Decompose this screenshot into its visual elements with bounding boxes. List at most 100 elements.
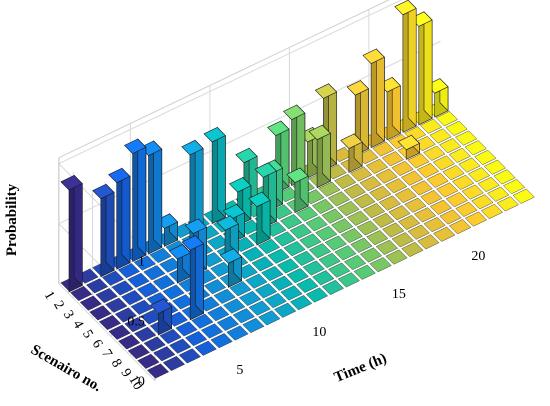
floor-cell	[474, 149, 497, 165]
x-tick-label: 15	[392, 287, 406, 302]
floor-cell	[464, 211, 488, 227]
floor-cell	[185, 331, 208, 347]
floor-cell	[458, 157, 481, 173]
floor-cell	[178, 348, 201, 364]
floor-cell	[140, 309, 163, 325]
floor-cell	[433, 226, 456, 242]
floor-cell	[442, 165, 465, 181]
floor-cell	[248, 300, 271, 316]
bar	[123, 138, 147, 263]
z-axis-label: Probability	[4, 183, 20, 256]
floor-cell	[327, 191, 350, 207]
floor-cell	[417, 234, 440, 250]
floor-cell	[143, 265, 166, 281]
floor-cell	[254, 283, 278, 299]
floor-cell	[169, 338, 192, 354]
y-tick-label: 2	[50, 298, 66, 312]
floor-cell	[137, 282, 160, 298]
floor-cell	[108, 324, 131, 340]
floor-cell	[347, 210, 370, 226]
floor-cell	[175, 321, 198, 337]
floor-cell	[280, 214, 303, 230]
floor-cell	[378, 195, 401, 211]
floor-cell	[372, 141, 395, 157]
bar	[92, 183, 115, 278]
floor-cell	[480, 203, 503, 219]
floor-cell	[127, 272, 150, 288]
floor-cell	[413, 207, 437, 223]
floor-cell	[200, 323, 224, 339]
floor-cell	[419, 118, 443, 134]
floor-cell	[134, 326, 157, 342]
floor-cell	[118, 334, 141, 350]
floor-cell	[350, 237, 373, 253]
floor-cell	[324, 235, 347, 251]
bar	[60, 174, 83, 293]
floor-cell	[283, 241, 306, 257]
floor-cell	[369, 257, 392, 273]
y-tick-label: 4	[69, 318, 85, 332]
floor-cell	[416, 163, 440, 179]
floor-cell	[143, 336, 166, 352]
floor-cell	[344, 255, 367, 271]
floor-cell	[114, 307, 137, 323]
floor-cell	[117, 263, 140, 279]
floor-cell	[445, 192, 468, 208]
floor-cell	[359, 247, 383, 263]
floor-cell	[461, 184, 484, 200]
floor-cell	[229, 281, 252, 297]
floor-cell	[98, 315, 122, 331]
floor-cell	[245, 273, 268, 289]
floor-cell	[493, 169, 516, 185]
y-tick-label: 7	[98, 347, 114, 361]
floor-cell	[381, 151, 404, 167]
floor-cell	[258, 310, 281, 326]
floor-cell	[159, 257, 182, 273]
floor-cell	[429, 199, 452, 215]
y-tick-label: 1	[41, 289, 57, 303]
floor-cell	[159, 328, 182, 344]
bar	[394, 0, 417, 133]
floor-cell	[216, 315, 239, 331]
floor-cell	[331, 218, 354, 234]
floor-cell	[308, 243, 332, 259]
floor-cell	[273, 231, 296, 247]
bar	[308, 124, 331, 189]
floor-cell	[274, 302, 297, 318]
floor-cell	[429, 128, 452, 144]
x-axis-label: Time (h)	[332, 351, 389, 386]
bar	[181, 234, 205, 321]
floor-cell	[410, 180, 433, 196]
floor-cell	[172, 294, 195, 310]
floor-cell	[152, 274, 176, 290]
floor-cell	[394, 187, 417, 203]
floor-cell	[299, 233, 322, 249]
floor-cell	[111, 280, 134, 296]
floor-cell	[375, 168, 398, 184]
floor-cell	[296, 277, 319, 293]
floor-cell	[467, 167, 491, 183]
floor-cell	[133, 255, 156, 271]
floor-cell	[391, 232, 414, 248]
floor-cell	[289, 223, 312, 239]
floor-cell	[321, 279, 344, 295]
floor-cell	[305, 287, 329, 303]
floor-cell	[239, 290, 262, 306]
bar	[362, 48, 385, 149]
floor-cell	[127, 344, 150, 360]
floor-cell	[296, 206, 319, 222]
floor-cell	[210, 333, 233, 349]
floor-cell	[277, 258, 300, 274]
floor-cell	[305, 216, 328, 232]
floor-cell	[343, 183, 366, 199]
floor-cell	[471, 194, 494, 210]
floor-cell	[445, 120, 468, 136]
x-tick-label: 5	[236, 363, 243, 378]
floor-cell	[423, 145, 446, 161]
z-tick-label: 0.5	[127, 315, 145, 330]
floor-cell	[267, 248, 290, 264]
floor-cell	[223, 298, 246, 314]
floor-cell	[432, 155, 455, 171]
